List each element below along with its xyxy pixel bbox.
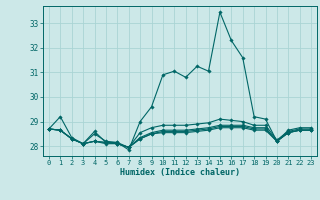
- X-axis label: Humidex (Indice chaleur): Humidex (Indice chaleur): [120, 168, 240, 177]
